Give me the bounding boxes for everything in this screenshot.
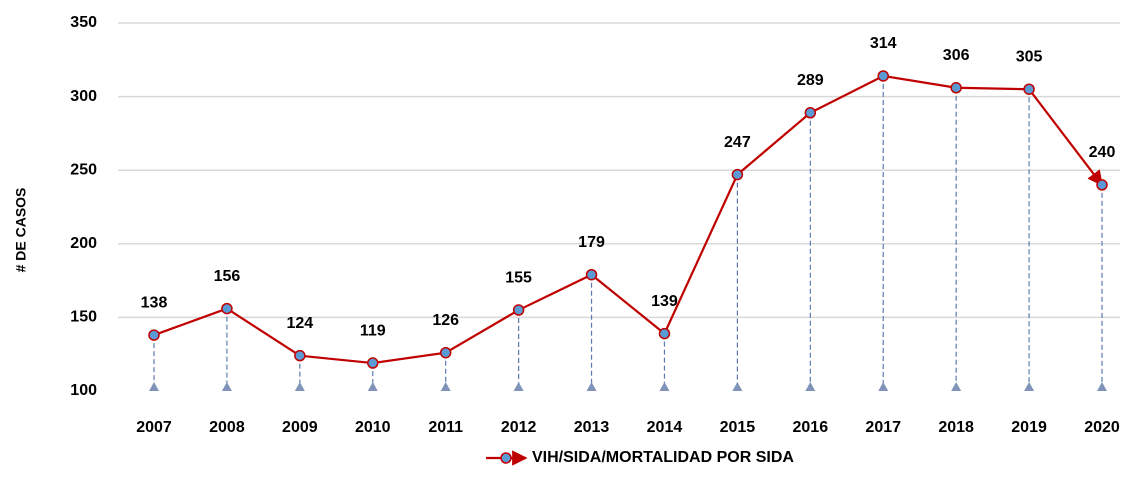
point bbox=[877, 70, 889, 82]
drop-base bbox=[1097, 382, 1107, 391]
data-label: 139 bbox=[651, 293, 678, 310]
drop-base bbox=[149, 382, 159, 391]
data-label: 126 bbox=[432, 312, 459, 329]
point bbox=[804, 107, 817, 119]
drop-base bbox=[805, 382, 816, 391]
point bbox=[294, 349, 306, 362]
x-tick-label: 2010 bbox=[355, 419, 391, 436]
series-line bbox=[153, 74, 1103, 365]
y-tick-label: 250 bbox=[70, 161, 97, 178]
x-tick-label: 2007 bbox=[136, 419, 172, 436]
data-label: 240 bbox=[1089, 144, 1116, 161]
x-tick-label: 2018 bbox=[938, 419, 974, 436]
data-label: 306 bbox=[943, 47, 970, 64]
x-tick-label: 2014 bbox=[647, 419, 683, 436]
data-label: 124 bbox=[286, 315, 313, 332]
point bbox=[1096, 179, 1108, 191]
point bbox=[367, 357, 379, 369]
point bbox=[512, 304, 525, 316]
x-tick-label: 2008 bbox=[209, 419, 245, 436]
data-label: 247 bbox=[724, 134, 751, 151]
x-tick-label: 2016 bbox=[793, 419, 829, 436]
x-tick-label: 2020 bbox=[1084, 419, 1120, 436]
x-tick-label: 2017 bbox=[865, 419, 901, 436]
legend-label: VIH/SIDA/MORTALIDAD POR SIDA bbox=[532, 449, 794, 466]
data-label: 155 bbox=[505, 269, 532, 286]
drop-base bbox=[367, 382, 378, 391]
drop-base bbox=[1024, 382, 1035, 391]
drop-base bbox=[878, 382, 889, 391]
y-tick-label: 150 bbox=[70, 309, 97, 326]
point bbox=[731, 168, 744, 181]
x-tick-label: 2015 bbox=[720, 419, 756, 436]
data-label: 156 bbox=[214, 268, 241, 285]
point bbox=[148, 329, 160, 341]
drop-base bbox=[586, 382, 597, 391]
point bbox=[950, 82, 962, 94]
y-tick-label: 100 bbox=[70, 382, 97, 399]
drop-base bbox=[951, 382, 962, 391]
y-tick-label: 300 bbox=[70, 88, 97, 105]
point bbox=[585, 268, 598, 281]
data-label: 119 bbox=[360, 322, 386, 339]
point bbox=[221, 302, 233, 315]
data-label: 314 bbox=[870, 35, 897, 52]
legend-marker bbox=[500, 452, 512, 464]
y-tick-label: 350 bbox=[70, 14, 97, 31]
data-label: 179 bbox=[578, 234, 605, 251]
point bbox=[1023, 83, 1035, 95]
x-tick-label: 2011 bbox=[428, 419, 463, 436]
data-label: 138 bbox=[141, 294, 168, 311]
x-tick-label: 2009 bbox=[282, 419, 318, 436]
y-axis-label: # DE CASOS bbox=[13, 188, 29, 273]
drop-base bbox=[440, 382, 451, 391]
y-tick-label: 200 bbox=[70, 235, 97, 252]
point bbox=[439, 346, 452, 359]
point bbox=[658, 327, 671, 340]
data-label: 305 bbox=[1016, 48, 1043, 65]
drop-base bbox=[659, 382, 670, 391]
drop-base bbox=[732, 382, 743, 391]
drop-base bbox=[221, 382, 232, 391]
drop-base bbox=[513, 382, 524, 391]
data-label: 289 bbox=[797, 72, 824, 89]
drop-base bbox=[294, 382, 305, 391]
x-tick-label: 2013 bbox=[574, 419, 610, 436]
x-tick-label: 2012 bbox=[501, 419, 537, 436]
x-tick-label: 2019 bbox=[1011, 419, 1047, 436]
